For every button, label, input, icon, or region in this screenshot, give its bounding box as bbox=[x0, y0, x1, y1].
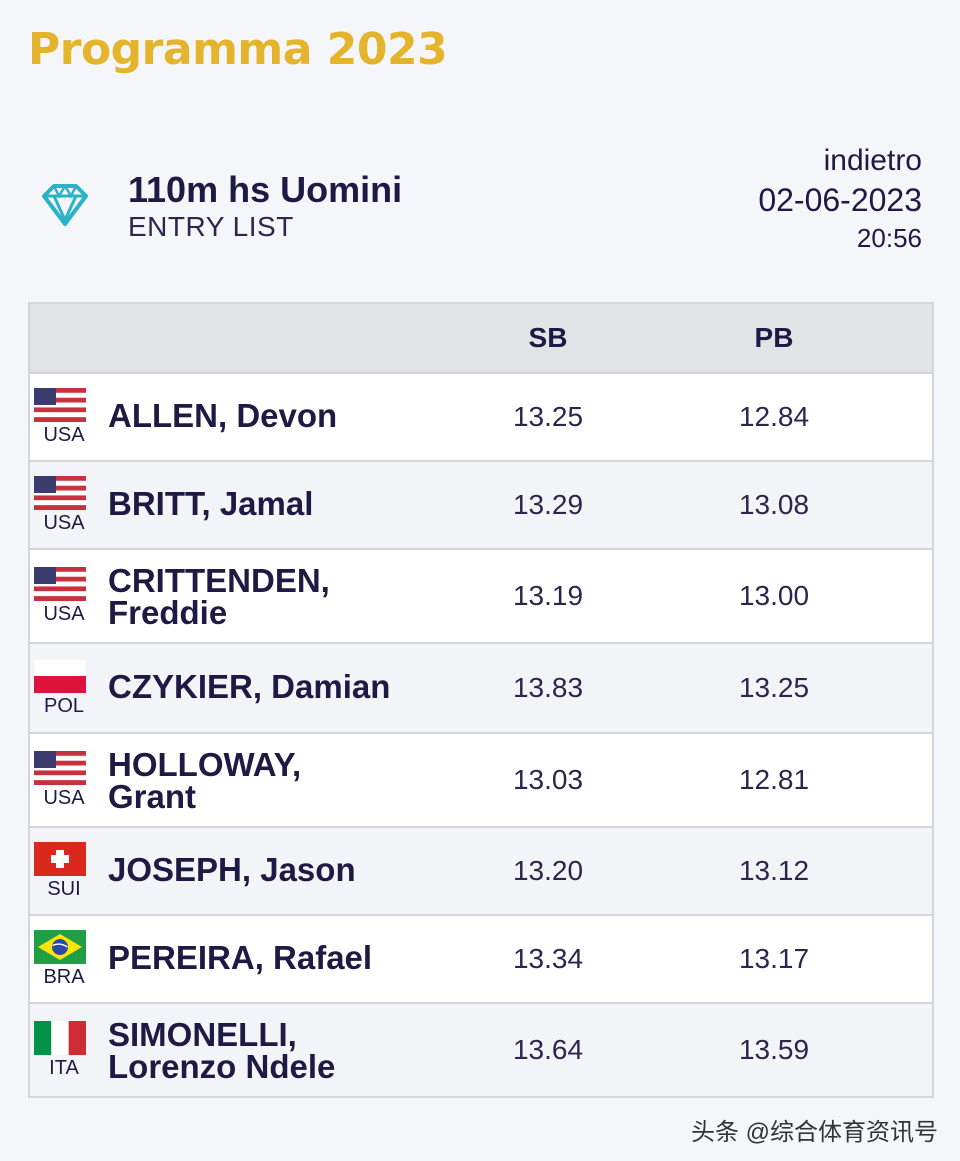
athlete-name-line1: CZYKIER, Damian bbox=[108, 668, 391, 705]
table-row[interactable]: USA BRITT, Jamal 13.29 13.08 bbox=[30, 460, 932, 548]
country-cell: USA bbox=[34, 567, 94, 626]
sb-value: 13.64 bbox=[512, 1034, 584, 1065]
switzerland-flag-icon bbox=[34, 842, 94, 876]
column-header-pb: PB bbox=[754, 322, 794, 353]
country-cell: USA bbox=[34, 751, 94, 810]
country-cell: SUI bbox=[34, 842, 94, 901]
table-row[interactable]: USA ALLEN, Devon 13.25 12.84 bbox=[30, 372, 932, 460]
athlete-name-line1: JOSEPH, Jason bbox=[108, 851, 356, 888]
event-header: 110m hs Uomini ENTRY LIST bbox=[38, 170, 402, 244]
athlete-name-line2: Freddie bbox=[108, 594, 228, 631]
italy-flag-icon bbox=[34, 1021, 94, 1055]
athlete-name[interactable]: JOSEPH, Jason bbox=[108, 851, 448, 888]
table-row[interactable]: USA HOLLOWAY, Grant 13.03 12.81 bbox=[30, 732, 932, 826]
athlete-name[interactable]: CRITTENDEN, Freddie bbox=[108, 562, 448, 631]
usa-flag-icon bbox=[34, 567, 94, 601]
athlete-name-line1: PEREIRA, Rafael bbox=[108, 939, 373, 976]
table-header: SB PB bbox=[30, 304, 932, 372]
watermark: 头条 @综合体育资讯号 bbox=[690, 1119, 938, 1146]
usa-flag-icon bbox=[34, 751, 94, 785]
table-row[interactable]: BRA PEREIRA, Rafael 13.34 13.17 bbox=[30, 914, 932, 1002]
table-row[interactable]: POL CZYKIER, Damian 13.83 13.25 bbox=[30, 642, 932, 732]
athlete-name[interactable]: ALLEN, Devon bbox=[108, 397, 448, 434]
event-date: 02-06-2023 bbox=[758, 182, 922, 218]
event-text: 110m hs Uomini ENTRY LIST bbox=[128, 170, 402, 244]
athlete-name-line1: ALLEN, Devon bbox=[108, 397, 338, 434]
column-header-sb: SB bbox=[528, 322, 568, 353]
brazil-flag-icon bbox=[34, 930, 94, 964]
country-cell: USA bbox=[34, 388, 94, 447]
country-cell: ITA bbox=[34, 1021, 94, 1080]
sb-value: 13.25 bbox=[512, 401, 584, 432]
country-code: SUI bbox=[47, 878, 81, 900]
table-row[interactable]: SUI JOSEPH, Jason 13.20 13.12 bbox=[30, 826, 932, 914]
pb-value: 13.00 bbox=[738, 580, 810, 611]
athlete-name-line1: BRITT, Jamal bbox=[108, 485, 314, 522]
table-row[interactable]: USA CRITTENDEN, Freddie 13.19 13.00 bbox=[30, 548, 932, 642]
athlete-name-line1: CRITTENDEN, bbox=[108, 562, 330, 599]
athlete-name-line2: Grant bbox=[108, 778, 197, 815]
sb-value: 13.19 bbox=[512, 580, 584, 611]
pb-value: 13.17 bbox=[738, 943, 810, 974]
entry-list-table: SB PB USA ALLEN, Devon 13.25 12.84 USA BRITT,… bbox=[28, 302, 934, 1098]
pb-value: 13.12 bbox=[738, 855, 810, 886]
country-code: POL bbox=[43, 695, 85, 717]
athlete-name[interactable]: BRITT, Jamal bbox=[108, 485, 448, 522]
sb-value: 13.03 bbox=[512, 764, 584, 795]
pb-value: 12.84 bbox=[738, 401, 810, 432]
country-code: USA bbox=[43, 603, 85, 625]
country-code: USA bbox=[43, 424, 85, 446]
sb-value: 13.20 bbox=[512, 855, 584, 886]
table-row[interactable]: ITA SIMONELLI, Lorenzo Ndele 13.64 13.59 bbox=[30, 1002, 932, 1096]
sb-value: 13.34 bbox=[512, 943, 584, 974]
country-cell: POL bbox=[34, 659, 94, 718]
poland-flag-icon bbox=[34, 659, 94, 693]
athlete-name-line1: HOLLOWAY, bbox=[108, 746, 302, 783]
athlete-name[interactable]: PEREIRA, Rafael bbox=[108, 939, 448, 976]
sb-value: 13.83 bbox=[512, 672, 584, 703]
athlete-name-line2: Lorenzo Ndele bbox=[108, 1048, 336, 1085]
athlete-name[interactable]: HOLLOWAY, Grant bbox=[108, 746, 448, 815]
usa-flag-icon bbox=[34, 476, 94, 510]
event-time: 20:56 bbox=[856, 223, 922, 253]
usa-flag-icon bbox=[34, 388, 94, 422]
country-code: USA bbox=[43, 787, 85, 809]
athlete-name[interactable]: SIMONELLI, Lorenzo Ndele bbox=[108, 1016, 448, 1085]
pb-value: 12.81 bbox=[738, 764, 810, 795]
country-code: USA bbox=[43, 512, 85, 534]
event-name: 110m hs Uomini bbox=[128, 169, 403, 210]
pb-value: 13.59 bbox=[738, 1034, 810, 1065]
country-cell: USA bbox=[34, 476, 94, 535]
country-cell: BRA bbox=[34, 930, 94, 989]
sb-value: 13.29 bbox=[512, 489, 584, 520]
country-code: ITA bbox=[49, 1057, 79, 1079]
event-meta: indietro 02-06-2023 20:56 bbox=[758, 142, 922, 256]
diamond-league-icon bbox=[42, 183, 88, 226]
page-title: Programma 2023 bbox=[28, 24, 448, 75]
table-body: USA ALLEN, Devon 13.25 12.84 USA BRITT, Jamal… bbox=[30, 372, 932, 1096]
country-code: BRA bbox=[43, 966, 85, 988]
pb-value: 13.25 bbox=[738, 672, 810, 703]
athlete-name[interactable]: CZYKIER, Damian bbox=[108, 668, 448, 705]
event-subtitle: ENTRY LIST bbox=[128, 211, 294, 242]
back-link[interactable]: indietro bbox=[823, 144, 922, 177]
pb-value: 13.08 bbox=[738, 489, 810, 520]
athlete-name-line1: SIMONELLI, bbox=[108, 1016, 297, 1053]
